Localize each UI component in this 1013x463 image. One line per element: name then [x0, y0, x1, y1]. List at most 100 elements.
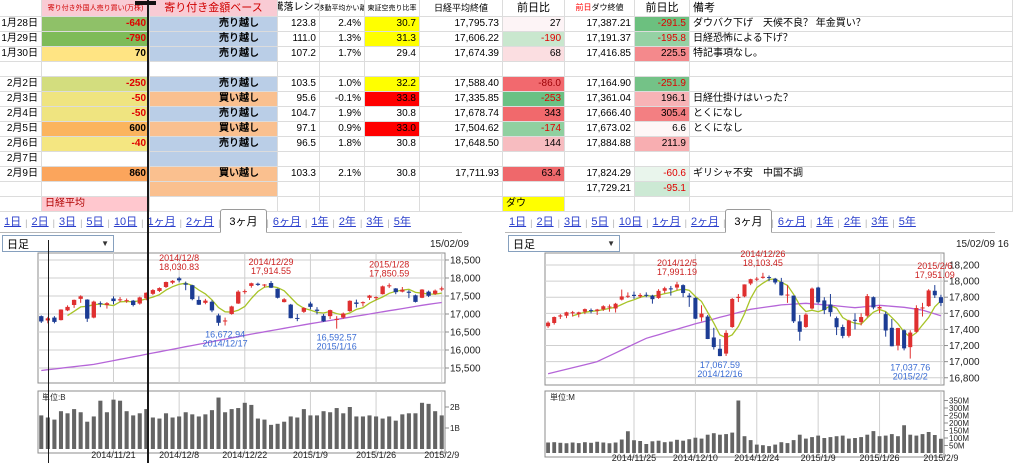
table-cell[interactable]: 売り越し	[150, 107, 278, 122]
table-cell[interactable]: 30.8	[365, 137, 420, 152]
table-cell[interactable]: 103.3	[278, 167, 320, 182]
column-header[interactable]: 前日比	[503, 0, 565, 17]
table-cell[interactable]: 2月6日	[0, 137, 42, 152]
table-cell[interactable]: 売り越し	[150, 77, 278, 92]
table-cell[interactable]: 225.5	[635, 47, 690, 62]
table-cell[interactable]: 860	[42, 167, 150, 182]
table-cell[interactable]: -640	[42, 17, 150, 32]
table-cell[interactable]	[0, 197, 42, 212]
table-cell[interactable]: 104.7	[278, 107, 320, 122]
table-cell[interactable]: 70	[42, 47, 150, 62]
table-cell[interactable]	[503, 152, 565, 167]
table-cell[interactable]: 211.9	[635, 137, 690, 152]
table-cell[interactable]: 1月30日	[0, 47, 42, 62]
table-cell[interactable]: -250	[42, 77, 150, 92]
table-cell[interactable]	[690, 62, 1013, 77]
table-cell[interactable]: 17,884.88	[565, 137, 635, 152]
column-header[interactable]	[0, 0, 42, 17]
table-cell[interactable]: 6.6	[635, 122, 690, 137]
column-header[interactable]: 寄り付き外国人売り買い(万株)	[42, 0, 150, 17]
period-tab-2ヶ月[interactable]: 2ヶ月	[690, 216, 720, 228]
period-tab-3日[interactable]: 3日	[58, 216, 77, 228]
table-cell[interactable]: 31.3	[365, 32, 420, 47]
table-cell[interactable]: 2月5日	[0, 122, 42, 137]
table-cell[interactable]: 17,361.04	[565, 92, 635, 107]
nikkei-average-label[interactable]: 日経平均	[42, 197, 150, 212]
period-tab-10日[interactable]: 10日	[113, 216, 138, 228]
period-tab-2年[interactable]: 2年	[843, 216, 861, 228]
period-tab-2日[interactable]: 2日	[31, 216, 49, 228]
table-cell[interactable]: 2月7日	[0, 152, 42, 167]
table-cell[interactable]: 1.9%	[320, 107, 365, 122]
period-tab-5年[interactable]: 5年	[898, 216, 916, 228]
period-tab-5日[interactable]: 5日	[86, 216, 104, 228]
table-cell[interactable]: 2月9日	[0, 167, 42, 182]
table-cell[interactable]	[420, 182, 503, 197]
table-cell[interactable]: 日経仕掛けはいった？	[690, 92, 1013, 107]
period-tab-3年[interactable]: 3年	[366, 216, 384, 228]
table-cell[interactable]	[690, 137, 1013, 152]
table-cell[interactable]	[150, 152, 278, 167]
table-cell[interactable]	[150, 197, 278, 212]
table-cell[interactable]: 売り越し	[150, 137, 278, 152]
table-cell[interactable]: -291.5	[635, 17, 690, 32]
period-tab-10日[interactable]: 10日	[618, 216, 643, 228]
period-tab-3日[interactable]: 3日	[563, 216, 582, 228]
table-cell[interactable]: 103.5	[278, 77, 320, 92]
table-cell[interactable]	[42, 152, 150, 167]
period-tab-1年[interactable]: 1年	[311, 216, 329, 228]
table-cell[interactable]: 17,588.40	[420, 77, 503, 92]
table-cell[interactable]: とくになし	[690, 122, 1013, 137]
column-header[interactable]: 前日比	[635, 0, 690, 17]
period-tab-3ヶ月[interactable]: 3ヶ月	[220, 209, 267, 233]
table-cell[interactable]: 売り越し	[150, 32, 278, 47]
table-cell[interactable]: 196.1	[635, 92, 690, 107]
table-cell[interactable]	[278, 152, 320, 167]
table-cell[interactable]: 17,606.22	[420, 32, 503, 47]
table-cell[interactable]: 343	[503, 107, 565, 122]
table-cell[interactable]: 33.8	[365, 92, 420, 107]
table-cell[interactable]: 0.9%	[320, 122, 365, 137]
table-cell[interactable]: -95.1	[635, 182, 690, 197]
table-cell[interactable]: -174	[503, 122, 565, 137]
table-cell[interactable]	[278, 197, 320, 212]
period-tab-2ヶ月[interactable]: 2ヶ月	[185, 216, 215, 228]
table-cell[interactable]: -190	[503, 32, 565, 47]
table-cell[interactable]: 17,674.39	[420, 47, 503, 62]
dow-label[interactable]: ダウ	[503, 197, 565, 212]
table-cell[interactable]: 特記事項なし。	[690, 47, 1013, 62]
table-cell[interactable]	[420, 197, 503, 212]
table-cell[interactable]	[150, 182, 278, 197]
table-cell[interactable]: 2.4%	[320, 17, 365, 32]
table-cell[interactable]: 17,416.85	[565, 47, 635, 62]
table-cell[interactable]	[635, 152, 690, 167]
table-cell[interactable]: 29.4	[365, 47, 420, 62]
table-cell[interactable]: 2月4日	[0, 107, 42, 122]
table-cell[interactable]: -251.9	[635, 77, 690, 92]
table-cell[interactable]: 売り越し	[150, 17, 278, 32]
table-cell[interactable]: -86.0	[503, 77, 565, 92]
period-tab-2日[interactable]: 2日	[536, 216, 554, 228]
table-cell[interactable]: 買い越し	[150, 122, 278, 137]
table-cell[interactable]	[565, 152, 635, 167]
column-header[interactable]: 東証空売り比率	[365, 0, 420, 17]
table-cell[interactable]: 17,387.21	[565, 17, 635, 32]
table-cell[interactable]: 17,729.21	[565, 182, 635, 197]
table-cell[interactable]: 1.0%	[320, 77, 365, 92]
table-cell[interactable]	[690, 182, 1013, 197]
table-cell[interactable]	[150, 62, 278, 77]
table-cell[interactable]: 30.7	[365, 17, 420, 32]
table-cell[interactable]: 17,164.90	[565, 77, 635, 92]
table-cell[interactable]	[365, 152, 420, 167]
table-cell[interactable]	[420, 62, 503, 77]
table-cell[interactable]: 2月3日	[0, 92, 42, 107]
table-cell[interactable]: 買い越し	[150, 92, 278, 107]
table-cell[interactable]	[420, 152, 503, 167]
period-tab-3ヶ月[interactable]: 3ヶ月	[725, 209, 772, 233]
table-cell[interactable]: 97.1	[278, 122, 320, 137]
table-cell[interactable]	[690, 152, 1013, 167]
table-cell[interactable]: 17,678.74	[420, 107, 503, 122]
table-cell[interactable]	[503, 62, 565, 77]
table-cell[interactable]: 17,795.73	[420, 17, 503, 32]
table-cell[interactable]: 買い越し	[150, 167, 278, 182]
